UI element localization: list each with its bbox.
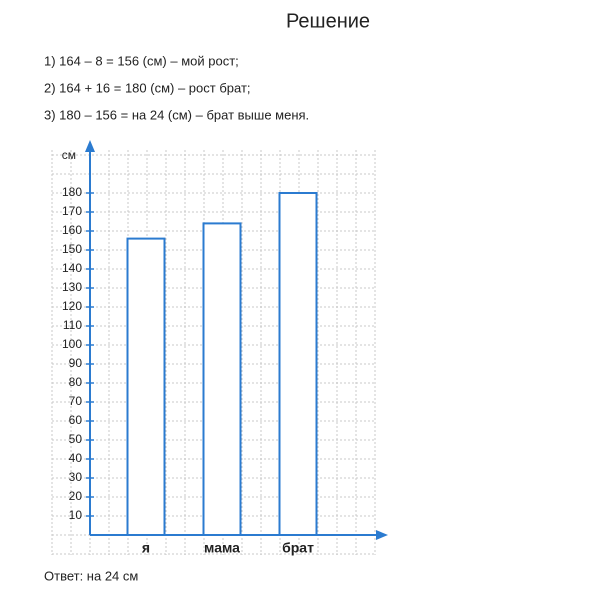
x-tick-label: брат — [282, 540, 314, 556]
y-axis-arrow — [85, 140, 95, 152]
y-axis-label: см — [62, 148, 76, 162]
x-axis-arrow — [376, 530, 388, 540]
title: Решение — [286, 10, 370, 32]
y-tick-label: 100 — [62, 337, 82, 351]
y-tick-label: 90 — [69, 356, 83, 370]
y-tick-label: 80 — [69, 375, 83, 389]
y-tick-label: 70 — [69, 394, 83, 408]
solution-line: 3) 180 – 156 = на 24 (см) – брат выше ме… — [44, 107, 309, 122]
y-tick-label: 40 — [69, 451, 83, 465]
y-tick-label: 30 — [69, 470, 83, 484]
bar — [202, 222, 242, 536]
y-tick-label: 180 — [62, 185, 82, 199]
y-tick-label: 10 — [69, 508, 83, 522]
solution-line: 1) 164 – 8 = 156 (см) – мой рост; — [44, 53, 239, 68]
bar — [278, 192, 318, 536]
y-tick-label: 60 — [69, 413, 83, 427]
y-tick-label: 160 — [62, 223, 82, 237]
y-tick-label: 170 — [62, 204, 82, 218]
y-tick-label: 150 — [62, 242, 82, 256]
y-tick-label: 110 — [63, 318, 82, 332]
bar — [126, 237, 166, 536]
answer: Ответ: на 24 см — [44, 568, 138, 583]
y-tick-label: 140 — [62, 261, 82, 275]
y-tick-label: 120 — [62, 299, 82, 313]
y-tick-label: 50 — [69, 432, 83, 446]
y-tick-label: 130 — [62, 280, 82, 294]
y-tick-label: 20 — [69, 489, 83, 503]
x-tick-label: я — [142, 540, 150, 556]
x-tick-label: мама — [204, 540, 240, 556]
solution-line: 2) 164 + 16 = 180 (см) – рост брат; — [44, 80, 251, 95]
